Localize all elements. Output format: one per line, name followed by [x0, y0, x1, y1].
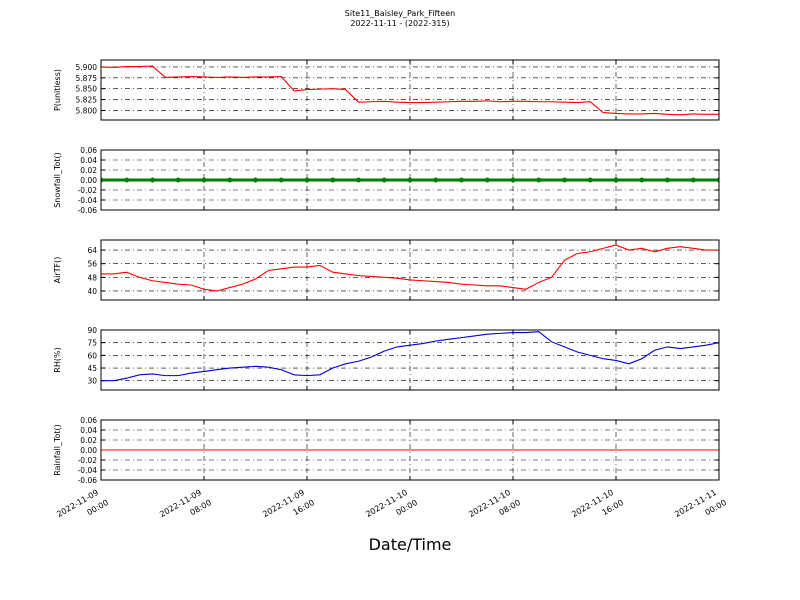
y-tick-label: 30: [87, 377, 97, 386]
data-line: [101, 65, 719, 116]
y-tick-label: -0.02: [78, 456, 98, 465]
data-point: [330, 177, 336, 183]
y-tick-label: 0.02: [80, 166, 97, 175]
y-tick-label: 48: [87, 273, 97, 282]
axes-frame: [100, 149, 720, 211]
y-axis-label: Rainfall_Tot(): [53, 424, 62, 476]
data-point: [150, 177, 155, 183]
data-point: [407, 177, 413, 183]
data-point: [101, 177, 104, 183]
data-line: [101, 331, 719, 382]
data-point: [536, 177, 542, 183]
y-tick-label: 0.02: [80, 436, 97, 445]
data-point: [587, 177, 593, 183]
data-point: [201, 177, 207, 183]
x-axis-label: Date/Time: [369, 535, 452, 554]
axes-frame: [100, 59, 720, 121]
y-tick-label: 56: [87, 260, 97, 269]
y-tick-label: -0.04: [78, 466, 98, 475]
y-tick-label: 75: [87, 339, 97, 348]
y-tick-label: -0.06: [78, 476, 98, 485]
data-point: [175, 177, 181, 183]
y-tick-label: 0.04: [80, 426, 97, 435]
data-point: [716, 177, 719, 183]
data-point: [613, 177, 619, 183]
data-point: [253, 177, 258, 183]
y-tick-label: 64: [87, 246, 97, 255]
y-tick-label: 45: [87, 364, 97, 373]
y-tick-label: 90: [87, 326, 97, 335]
y-axis-label: Snowfall_Tot(): [53, 152, 62, 208]
data-point: [484, 177, 490, 183]
y-tick-label: 40: [87, 287, 97, 296]
axes-frame: [100, 239, 720, 301]
data-point: [433, 177, 439, 183]
data-point: [381, 177, 387, 183]
y-tick-label: -0.02: [78, 186, 98, 195]
y-tick-label: 0.06: [80, 416, 97, 425]
y-tick-label: 5.800: [76, 106, 98, 115]
data-line: [101, 244, 719, 292]
plot-area: [101, 65, 719, 116]
data-point: [459, 177, 464, 183]
chart-subtitle: 2022-11-11 - (2022-315): [350, 19, 449, 28]
y-axis-label: P(unitless): [53, 69, 62, 111]
axes-frame: [100, 329, 720, 391]
data-point: [562, 177, 567, 183]
y-tick-label: 5.850: [76, 85, 98, 94]
data-point: [278, 177, 284, 183]
y-tick-label: 0.04: [80, 156, 97, 165]
data-point: [227, 177, 233, 183]
plot-area: [101, 244, 719, 292]
data-point: [690, 177, 696, 183]
y-tick-label: -0.04: [78, 196, 98, 205]
y-tick-label: 60: [87, 351, 97, 360]
plot-area: [101, 331, 719, 382]
y-tick-label: 5.825: [76, 96, 98, 105]
y-tick-label: 5.900: [76, 63, 98, 72]
data-point: [510, 177, 516, 183]
chart-title: Site11_Baisley_Park_Fifteen: [345, 9, 455, 18]
data-point: [304, 177, 310, 183]
data-point: [356, 177, 361, 183]
plot-area: [101, 177, 719, 183]
y-tick-label: 5.875: [76, 74, 98, 83]
y-tick-label: 0.00: [80, 446, 97, 455]
y-tick-label: 0.00: [80, 176, 97, 185]
y-axis-label: AirTF(): [53, 257, 62, 284]
axes-frame: [100, 419, 720, 481]
y-axis-label: RH(%): [53, 347, 62, 372]
data-point: [639, 177, 645, 183]
data-point: [124, 177, 130, 183]
y-tick-label: 0.06: [80, 146, 97, 155]
y-tick-label: -0.06: [78, 206, 98, 215]
data-point: [665, 177, 670, 183]
